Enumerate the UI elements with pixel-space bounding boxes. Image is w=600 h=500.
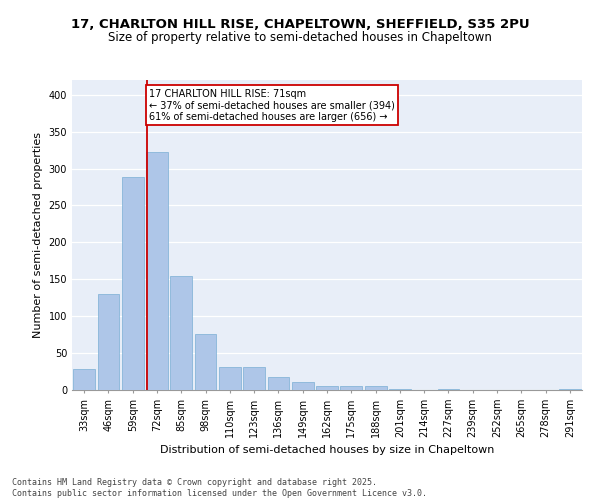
Bar	[292, 382, 314, 390]
Bar	[122, 176, 143, 390]
Text: 17, CHARLTON HILL RISE, CHAPELTOWN, SHEFFIELD, S35 2PU: 17, CHARLTON HILL RISE, CHAPELTOWN, SHEF…	[71, 18, 529, 30]
Bar	[170, 276, 192, 390]
Y-axis label: Number of semi-detached properties: Number of semi-detached properties	[33, 132, 43, 338]
X-axis label: Distribution of semi-detached houses by size in Chapeltown: Distribution of semi-detached houses by …	[160, 446, 494, 456]
Bar	[194, 334, 217, 390]
Bar	[559, 388, 581, 390]
Bar	[97, 294, 119, 390]
Bar	[73, 368, 95, 390]
Bar	[243, 367, 265, 390]
Bar	[268, 376, 289, 390]
Bar	[340, 386, 362, 390]
Bar	[365, 386, 386, 390]
Text: Contains HM Land Registry data © Crown copyright and database right 2025.
Contai: Contains HM Land Registry data © Crown c…	[12, 478, 427, 498]
Text: 17 CHARLTON HILL RISE: 71sqm
← 37% of semi-detached houses are smaller (394)
61%: 17 CHARLTON HILL RISE: 71sqm ← 37% of se…	[149, 89, 395, 122]
Bar	[146, 152, 168, 390]
Bar	[219, 367, 241, 390]
Bar	[316, 386, 338, 390]
Text: Size of property relative to semi-detached houses in Chapeltown: Size of property relative to semi-detach…	[108, 31, 492, 44]
Bar	[389, 388, 411, 390]
